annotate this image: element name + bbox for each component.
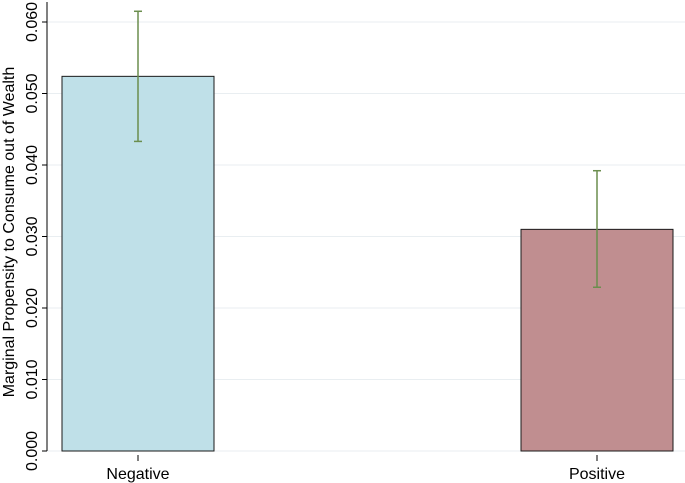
error-bars: [134, 10, 601, 289]
x-tick-label: Positive: [569, 466, 625, 483]
y-tick-label: 0.020: [24, 288, 41, 328]
y-tick-label: 0.060: [24, 2, 41, 42]
y-tick-label: 0.040: [24, 145, 41, 185]
y-tick-label: 0.000: [24, 431, 41, 471]
x-tick-label: Negative: [106, 466, 169, 483]
y-tick-label: 0.050: [24, 73, 41, 113]
bars: [61, 75, 674, 452]
y-axis-title: Marginal Propensity to Consume out of We…: [1, 67, 18, 398]
y-axis: 0.000 0.010 0.020 0.030 0.040 0.050 0.060: [24, 2, 48, 471]
y-tick-label: 0.010: [24, 359, 41, 399]
y-tick-label: 0.030: [24, 216, 41, 256]
x-axis: Negative Positive: [106, 455, 625, 483]
